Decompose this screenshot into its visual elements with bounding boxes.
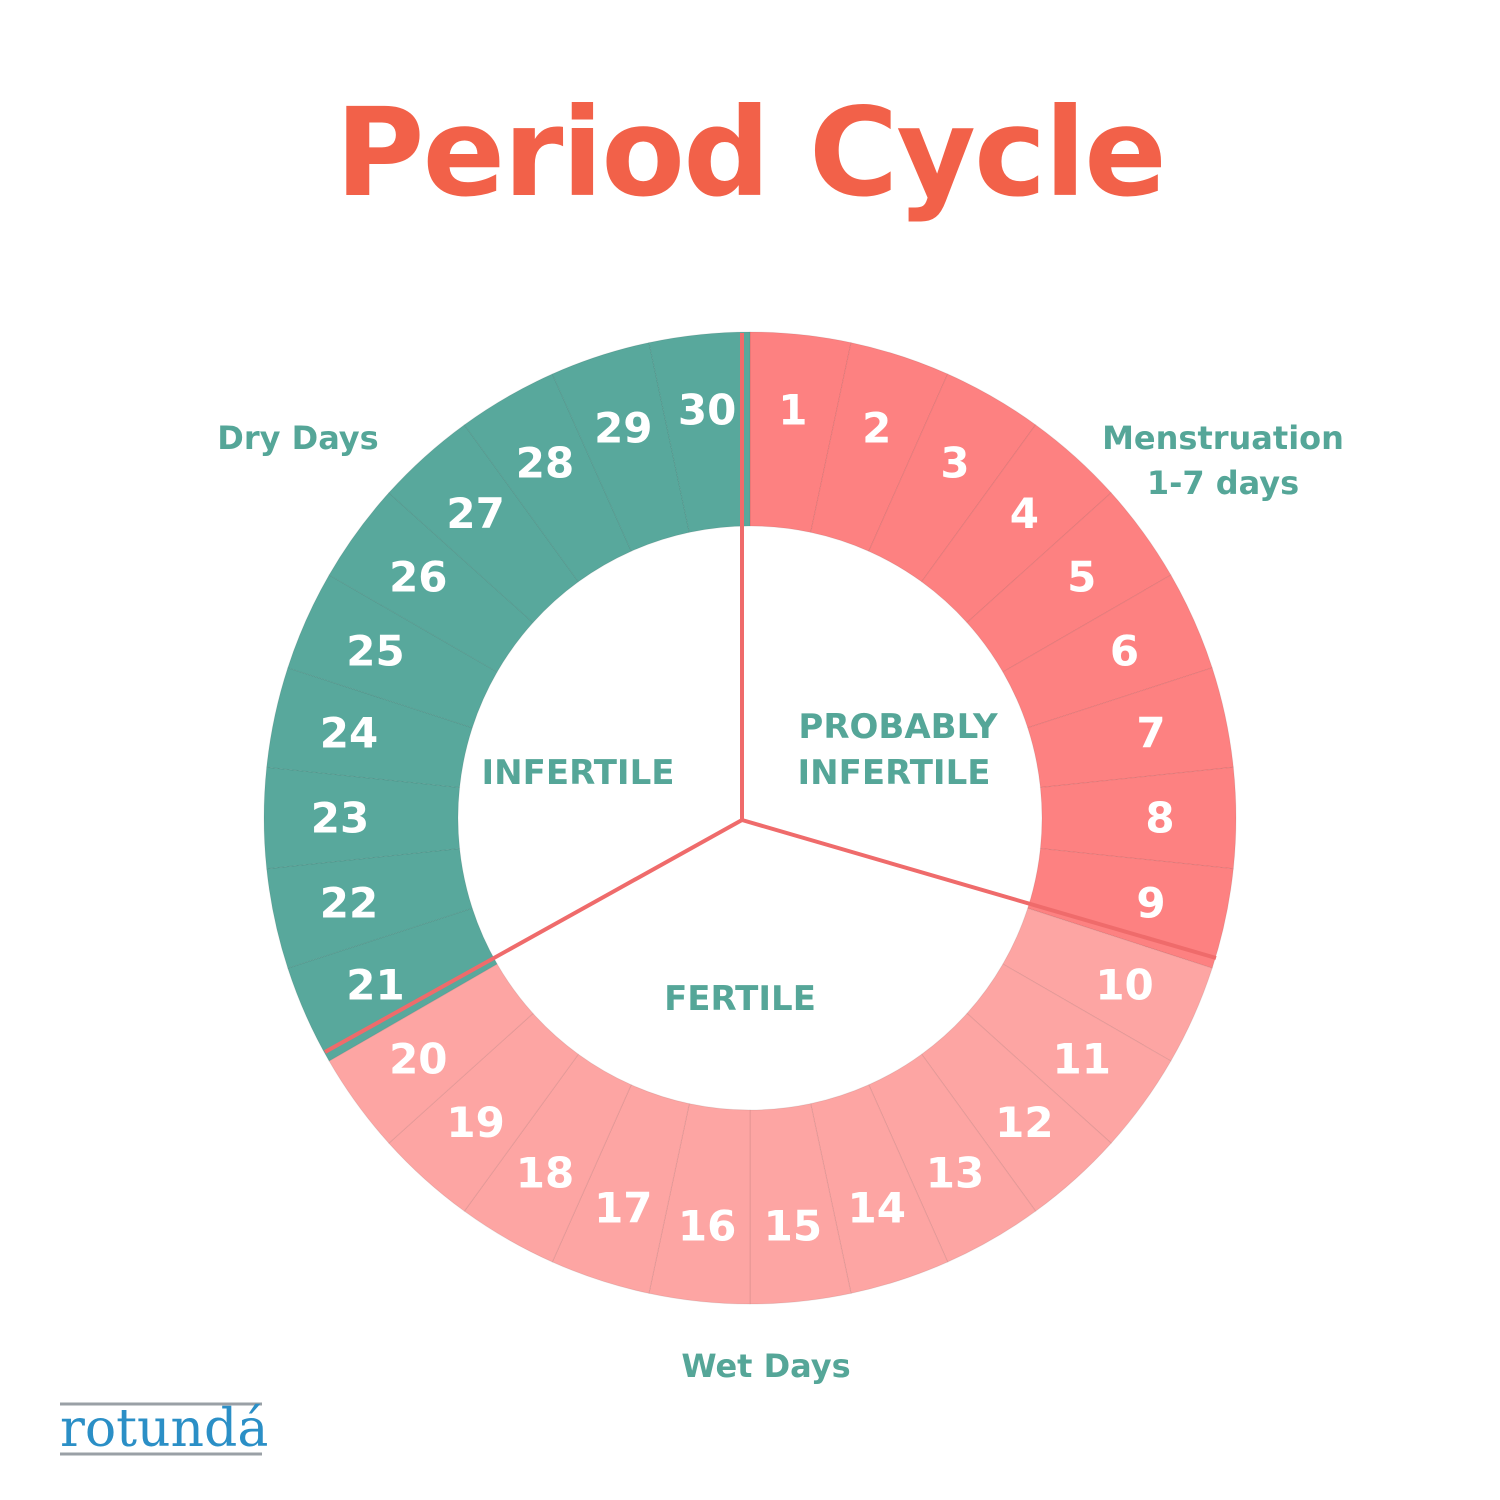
zone-label-probably-infertile-line2: INFERTILE xyxy=(798,753,991,793)
day-number-16: 16 xyxy=(678,1201,736,1250)
day-number-6: 6 xyxy=(1110,627,1139,676)
day-segment-28 xyxy=(463,373,632,583)
day-segment-3 xyxy=(868,373,1037,583)
label-wet-days: Wet Days xyxy=(681,1347,850,1385)
day-number-14: 14 xyxy=(847,1183,905,1232)
day-number-8: 8 xyxy=(1145,794,1174,843)
day-number-13: 13 xyxy=(926,1149,984,1198)
day-number-4: 4 xyxy=(1010,489,1039,538)
day-number-17: 17 xyxy=(594,1183,652,1232)
day-segment-19 xyxy=(388,1012,580,1212)
day-number-5: 5 xyxy=(1067,553,1096,602)
day-number-15: 15 xyxy=(764,1201,822,1250)
day-number-28: 28 xyxy=(516,438,574,487)
day-number-26: 26 xyxy=(389,553,447,602)
day-segment-21 xyxy=(287,907,498,1062)
logo-text: rotundá xyxy=(60,1399,268,1459)
day-number-11: 11 xyxy=(1052,1034,1110,1083)
day-number-30: 30 xyxy=(678,386,736,435)
day-segment-10 xyxy=(1002,907,1213,1062)
label-menstruation: Menstruation xyxy=(1102,419,1344,457)
zone-label-fertile: FERTILE xyxy=(664,979,816,1019)
day-segment-27 xyxy=(388,424,580,624)
day-numbers: 1 234567891011121314151617181920212223242… xyxy=(311,386,1175,1251)
day-number-27: 27 xyxy=(446,489,504,538)
day-number-18: 18 xyxy=(516,1149,574,1198)
day-number-2: 2 xyxy=(862,404,891,453)
day-number-7: 7 xyxy=(1136,708,1165,757)
day-number-3: 3 xyxy=(940,438,969,487)
day-segment-23 xyxy=(263,766,461,870)
divider-left xyxy=(324,818,743,1054)
day-number-12: 12 xyxy=(995,1098,1053,1147)
day-number-21: 21 xyxy=(346,960,404,1009)
day-segment-17 xyxy=(551,1084,690,1294)
cycle-wheel xyxy=(263,331,1237,1305)
day-segment-8 xyxy=(1039,766,1237,870)
day-segment-16 xyxy=(648,1103,751,1305)
day-number-25: 25 xyxy=(346,627,404,676)
day-number-24: 24 xyxy=(320,708,378,757)
label-dry-days: Dry Days xyxy=(217,419,378,457)
day-number-20: 20 xyxy=(389,1034,447,1083)
day-segment-1 xyxy=(749,331,852,533)
day-segment-30 xyxy=(648,331,751,533)
zone-dividers xyxy=(324,333,1217,1054)
day-number-10: 10 xyxy=(1095,960,1153,1009)
zone-label-probably-infertile-line1: PROBABLY xyxy=(798,707,998,747)
day-segment-6 xyxy=(1002,574,1213,729)
day-number-1: 1 xyxy=(778,386,807,435)
zone-label-infertile: INFERTILE xyxy=(482,753,675,793)
day-number-9: 9 xyxy=(1136,879,1165,928)
day-number-29: 29 xyxy=(594,404,652,453)
day-number-22: 22 xyxy=(320,879,378,928)
divider-right xyxy=(741,818,1217,960)
day-number-23: 23 xyxy=(311,794,369,843)
page-title: Period Cycle xyxy=(335,82,1165,224)
rotunda-logo: rotundá xyxy=(60,1399,268,1459)
label-menstruation-days: 1-7 days xyxy=(1147,464,1299,502)
day-segment-20 xyxy=(328,963,534,1144)
day-number-19: 19 xyxy=(446,1098,504,1147)
